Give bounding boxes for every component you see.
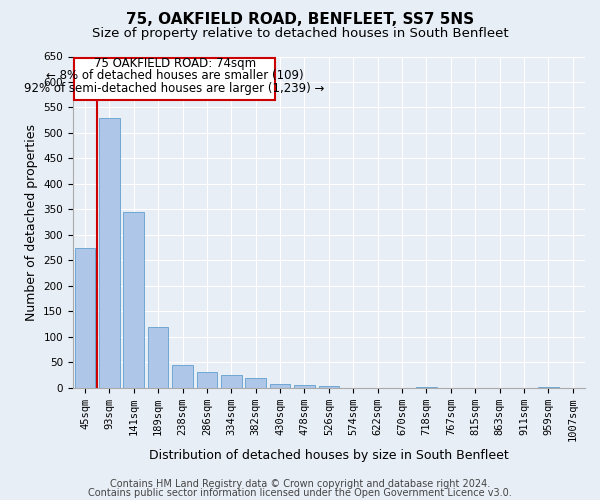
Bar (148, 326, 169, 388)
Text: 92% of semi-detached houses are larger (1,239) →: 92% of semi-detached houses are larger (… (25, 82, 325, 94)
Bar (245, 378, 266, 388)
Bar (538, 386, 559, 388)
Text: 75 OAKFIELD ROAD: 74sqm: 75 OAKFIELD ROAD: 74sqm (94, 57, 256, 70)
Y-axis label: Number of detached properties: Number of detached properties (25, 124, 38, 320)
Bar (294, 385, 315, 388)
FancyBboxPatch shape (74, 58, 275, 100)
Text: Size of property relative to detached houses in South Benfleet: Size of property relative to detached ho… (92, 28, 508, 40)
Bar (172, 365, 193, 388)
Bar (74, 248, 95, 388)
X-axis label: Distribution of detached houses by size in South Benfleet: Distribution of detached houses by size … (149, 450, 509, 462)
Text: Contains HM Land Registry data © Crown copyright and database right 2024.: Contains HM Land Registry data © Crown c… (110, 479, 490, 489)
Bar (221, 375, 242, 388)
Bar (270, 384, 290, 388)
Bar (416, 386, 437, 388)
Bar (99, 118, 119, 388)
Text: 75, OAKFIELD ROAD, BENFLEET, SS7 5NS: 75, OAKFIELD ROAD, BENFLEET, SS7 5NS (126, 12, 474, 28)
Bar (124, 212, 144, 388)
Text: Contains public sector information licensed under the Open Government Licence v3: Contains public sector information licen… (88, 488, 512, 498)
Text: ← 8% of detached houses are smaller (109): ← 8% of detached houses are smaller (109… (46, 70, 304, 82)
Bar (319, 386, 339, 388)
Bar (197, 372, 217, 388)
